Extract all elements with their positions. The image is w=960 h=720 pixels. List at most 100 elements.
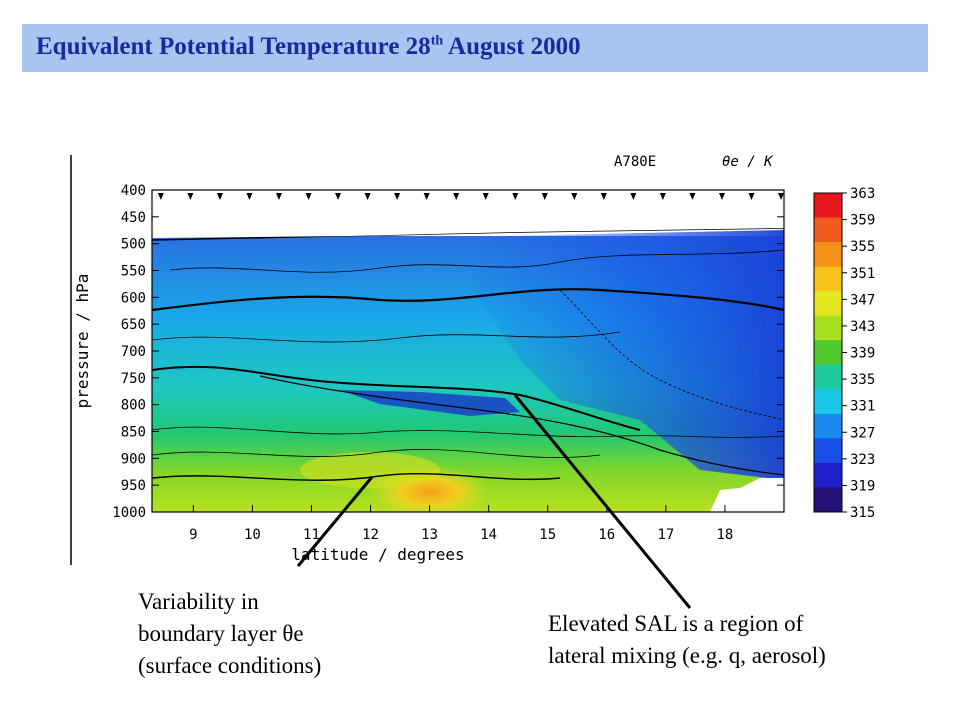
colorbar-label: 351 (850, 266, 875, 282)
y-axis-title: pressure / hPa (73, 274, 92, 409)
x-tick-label: 17 (657, 527, 674, 543)
flight-track-marker (630, 193, 637, 200)
colorbar-label: 315 (850, 505, 875, 521)
warm-boundary-patch-2 (300, 452, 440, 488)
colorbar-segment (814, 217, 842, 243)
x-tick-label: 12 (362, 527, 379, 543)
title-bar: Equivalent Potential Temperature 28th Au… (22, 24, 928, 72)
flight-track-marker (364, 193, 371, 200)
flight-track-marker (748, 193, 755, 200)
colorbar-segment (814, 193, 842, 219)
flight-track-marker (423, 193, 430, 200)
x-tick-label: 14 (480, 527, 497, 543)
colorbar-label: 347 (850, 292, 875, 308)
contour-line (152, 473, 561, 481)
y-tick-label: 700 (121, 344, 146, 360)
flight-track-marker (335, 193, 342, 200)
flight-track-marker (482, 193, 489, 200)
flight-track-marker (571, 193, 578, 200)
annotation-line: lateral mixing (e.g. q, aerosol) (548, 643, 826, 668)
contour-line (152, 365, 641, 431)
flight-track-marker (157, 193, 164, 200)
annotation-line: Variability in (138, 589, 259, 614)
upper-blue-region (460, 230, 784, 480)
flight-track-marker (659, 193, 666, 200)
title-rest: August 2000 (443, 33, 581, 60)
annotation-boundary-layer: Variability in boundary layer θe (surfac… (138, 586, 321, 682)
colorbar-label: 339 (850, 346, 875, 362)
flight-track-marker (718, 193, 725, 200)
y-tick-label: 450 (121, 210, 146, 226)
y-tick-label: 500 (121, 237, 146, 253)
annotation-pointer-left (296, 476, 374, 567)
flight-track-marker (512, 193, 519, 200)
x-tick-label: 13 (421, 527, 438, 543)
x-tick-label: 16 (598, 527, 615, 543)
colorbar-label: 359 (850, 213, 875, 229)
no-data-top (152, 190, 784, 238)
x-tick-label: 10 (244, 527, 261, 543)
title-superscript: th (430, 33, 444, 49)
annotation-line: Elevated SAL is a region of (548, 611, 804, 636)
colorbar-label: 363 (850, 186, 875, 202)
y-tick-label: 400 (121, 183, 146, 199)
flight-track-marker (187, 193, 194, 200)
flight-track-marker (689, 193, 696, 200)
colorbar-label: 355 (850, 239, 875, 255)
flight-track-marker (305, 193, 312, 200)
y-tick-label: 950 (121, 478, 146, 494)
colorbar-segment (814, 340, 842, 366)
contour-line (169, 249, 784, 273)
contour-line (259, 375, 784, 476)
colorbar-segment (814, 291, 842, 317)
flight-track-marker (541, 193, 548, 200)
field-label: θe / K (722, 154, 774, 170)
flight-track-marker (394, 193, 401, 200)
y-tick-label: 800 (121, 398, 146, 414)
annotation-pointer-right (513, 394, 692, 609)
colorbar-segment (814, 413, 842, 439)
contour-line (152, 288, 784, 312)
colorbar-label: 331 (850, 399, 875, 415)
colorbar-segment (814, 487, 842, 513)
colorbar-label: 323 (850, 452, 875, 468)
annotation-line: (surface conditions) (138, 653, 322, 678)
x-tick-label: 9 (189, 527, 197, 543)
colorbar-segment (814, 438, 842, 464)
colorbar-label: 335 (850, 372, 875, 388)
flight-track-marker (216, 193, 223, 200)
colorbar-segment (814, 266, 842, 292)
y-tick-label: 650 (121, 317, 146, 333)
no-data-bottom-right (700, 478, 784, 512)
x-tick-label: 11 (303, 527, 320, 543)
contour-line (152, 426, 784, 438)
flight-track-marker (453, 193, 460, 200)
annotation-elevated-sal: Elevated SAL is a region of lateral mixi… (548, 608, 826, 672)
contour-line (152, 449, 601, 458)
colorbar-label: 343 (850, 319, 875, 335)
flight-track-marker (275, 193, 282, 200)
colorbar-segment (814, 462, 842, 488)
slide-title: Equivalent Potential Temperature 28th Au… (36, 33, 581, 61)
x-tick-label: 15 (539, 527, 556, 543)
y-tick-label: 750 (121, 371, 146, 387)
y-tick-label: 550 (121, 264, 146, 280)
colorbar-segment (814, 389, 842, 415)
flight-track-marker (246, 193, 253, 200)
colorbar-label: 319 (850, 478, 875, 494)
colorbar-segment (814, 242, 842, 268)
x-tick-label: 18 (717, 527, 734, 543)
y-tick-label: 900 (121, 451, 146, 467)
y-tick-label: 850 (121, 425, 146, 441)
annotation-line: boundary layer θe (138, 621, 304, 646)
colorbar-segment (814, 315, 842, 341)
x-axis-title: latitude / degrees (291, 545, 464, 564)
flight-track-marker (778, 193, 785, 200)
colorbar-label: 327 (850, 425, 875, 441)
flight-track-marker (600, 193, 607, 200)
contour-line (152, 331, 621, 343)
y-tick-label: 600 (121, 290, 146, 306)
contour-line (559, 289, 784, 421)
colorbar-segment (814, 364, 842, 390)
